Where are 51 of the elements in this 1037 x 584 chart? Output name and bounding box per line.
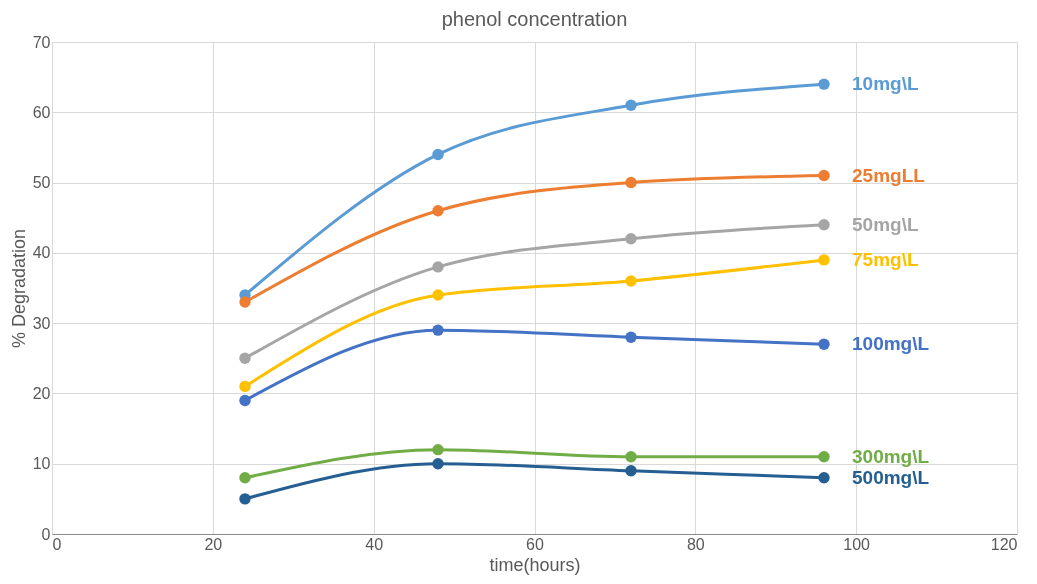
point [239, 380, 251, 393]
point [818, 472, 830, 484]
series-label: 300mg\L [852, 445, 930, 467]
series-label: 25mgLL [852, 164, 926, 186]
point [625, 233, 637, 245]
point [432, 261, 444, 273]
point [432, 148, 444, 161]
point [818, 219, 830, 231]
point [239, 352, 251, 364]
series-label: 10mg\L [852, 73, 919, 95]
y-tick-label: 50 [32, 174, 51, 192]
point [625, 451, 637, 463]
x-tick-label: 60 [526, 535, 544, 553]
y-tick-label: 70 [32, 33, 51, 51]
point [625, 99, 637, 111]
y-tick-label: 10 [32, 455, 51, 473]
series-label: 500mg\L [852, 466, 930, 488]
point [818, 78, 830, 90]
y-tick-label: 20 [32, 384, 51, 402]
point [432, 458, 444, 470]
point [239, 472, 251, 484]
point [818, 338, 830, 350]
point [818, 169, 830, 182]
point [625, 331, 637, 343]
point [432, 205, 444, 217]
point [625, 275, 637, 287]
x-tick-label: 120 [990, 535, 1018, 553]
point [625, 176, 637, 189]
y-tick-label: 40 [32, 244, 51, 262]
point [432, 289, 444, 301]
y-tick-label: 60 [32, 103, 51, 121]
point [818, 451, 830, 463]
point [432, 443, 444, 456]
x-tick-label: 80 [686, 535, 705, 553]
point [239, 394, 251, 407]
y-tick-label: 30 [32, 314, 51, 332]
point [625, 465, 637, 477]
point [432, 324, 444, 336]
chart-title: phenol concentration [441, 8, 628, 30]
x-tick-label: 40 [365, 535, 384, 553]
point [239, 493, 251, 505]
x-tick-label: 0 [52, 535, 62, 553]
point [818, 254, 830, 266]
series-label: 75mg\L [852, 248, 919, 270]
y-axis-title: % Degradation [8, 228, 29, 349]
series-label: 100mg\L [852, 333, 930, 355]
point [239, 296, 251, 308]
x-tick-label: 100 [843, 535, 871, 553]
series-label: 50mg\L [852, 213, 919, 235]
x-axis-title: time(hours) [489, 554, 581, 575]
x-tick-label: 20 [204, 535, 223, 553]
